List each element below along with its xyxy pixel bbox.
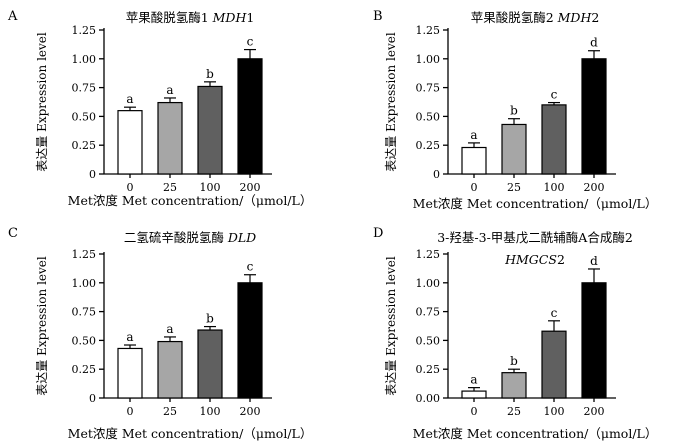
bar [237,58,263,175]
x-tick-label: 0 [471,405,478,418]
chart-title: 苹果酸脱氢酶1 MDH1 [126,10,255,25]
x-tick-label: 200 [240,181,261,194]
bar [541,104,567,175]
bar [117,110,143,175]
significance-letter: c [551,306,558,320]
x-tick-label: 0 [127,405,134,418]
bar [237,282,263,399]
x-axis-label: Met浓度 Met concentration/（μmol/L） [413,196,658,211]
significance-letter: c [551,88,558,102]
significance-letter: a [470,373,477,387]
y-axis-label: 表达量 Expression level [35,32,49,172]
bar [197,329,223,399]
y-axis-label: 表达量 Expression level [35,256,49,396]
significance-letter: b [510,104,518,118]
bar [157,101,183,175]
x-tick-label: 25 [507,405,521,418]
y-tick-label: 0.25 [416,139,441,152]
y-tick-label: 1.00 [416,277,441,290]
x-tick-label: 100 [200,181,221,194]
bar [581,282,607,399]
bar [541,330,567,399]
y-tick-label: 0.00 [416,392,441,405]
y-tick-label: 0.75 [416,82,441,95]
bar [501,372,527,399]
significance-letter: b [206,67,214,81]
y-tick-label: 0.75 [72,306,97,319]
y-tick-label: 1.00 [72,53,97,66]
bar [581,58,607,175]
significance-letter: a [126,330,133,344]
y-tick-label: 1.25 [416,248,441,261]
x-axis-label: Met浓度 Met concentration/（μmol/L） [413,426,658,441]
chart-title-gene: HMGCS2 [504,252,565,267]
y-tick-label: 0.25 [416,363,441,376]
significance-letter: a [166,322,173,336]
y-tick-label: 0.50 [416,110,441,123]
x-tick-label: 0 [127,181,134,194]
x-tick-label: 100 [200,405,221,418]
x-tick-label: 100 [544,405,565,418]
y-tick-label: 0.50 [72,334,97,347]
y-tick-label: 0 [433,168,440,181]
bar [461,146,487,175]
chart-title: 苹果酸脱氢酶2 MDH2 [471,10,600,25]
y-axis-label: 表达量 Expression level [384,32,398,172]
chart-panel-b: B 苹果酸脱氢酶2 MDH2 0 0.25 0.50 0.75 1.00 1.25 a 0 b 25 c… [373,9,657,211]
chart-title: 3-羟基-3-甲基戊二酰辅酶A合成酶2 [437,230,633,245]
y-tick-label: 0 [89,168,96,181]
x-tick-label: 0 [471,181,478,194]
chart-panel-a: A 苹果酸脱氢酶1 MDH1 0 0.25 0.50 0.75 1.00 1.25 a 0 a 25 b… [7,9,312,208]
chart-panel-c: C 二氢硫辛酸脱氢酶 DLD 0 0.25 0.50 0.75 1.00 1.25 a 0 a 25 b… [8,226,312,441]
x-tick-label: 200 [584,405,605,418]
x-tick-label: 25 [507,181,521,194]
bar [461,390,487,399]
significance-letter: c [247,260,254,274]
significance-letter: c [247,35,254,49]
bar [501,123,527,175]
significance-letter: d [590,36,598,50]
y-tick-label: 0.50 [416,334,441,347]
significance-letter: a [166,83,173,97]
x-tick-label: 200 [240,405,261,418]
y-tick-label: 1.00 [72,277,97,290]
y-tick-label: 0.25 [72,363,97,376]
bar [117,347,143,399]
significance-letter: b [206,312,214,326]
y-tick-label: 0.75 [72,82,97,95]
y-tick-label: 1.25 [72,248,97,261]
significance-letter: b [510,354,518,368]
significance-letter: a [126,92,133,106]
y-tick-label: 0.50 [72,110,97,123]
significance-letter: a [470,128,477,142]
x-axis-label: Met浓度 Met concentration/（μmol/L） [68,426,313,441]
x-tick-label: 200 [584,181,605,194]
y-tick-label: 1.25 [72,24,97,37]
panel-letter: C [8,226,18,241]
panel-letter: B [373,9,383,24]
bar [157,340,183,399]
y-tick-label: 0.25 [72,139,97,152]
x-axis-label: Met浓度 Met concentration/（μmol/L） [68,193,313,208]
significance-letter: d [590,254,598,268]
panel-letter: D [373,226,383,241]
x-tick-label: 25 [163,405,177,418]
y-tick-label: 1.25 [416,24,441,37]
chart-title: 二氢硫辛酸脱氢酶 DLD [124,230,256,245]
panel-letter: A [7,9,18,24]
y-axis-label: 表达量 Expression level [384,256,398,396]
x-tick-label: 25 [163,181,177,194]
y-tick-label: 0.75 [416,306,441,319]
y-tick-label: 0 [89,392,96,405]
y-tick-label: 1.00 [416,53,441,66]
chart-panel-d: D 3-羟基-3-甲基戊二酰辅酶A合成酶2 HMGCS2 0.00 0.25 0.50 0.… [373,226,657,441]
bar [197,85,223,175]
x-tick-label: 100 [544,181,565,194]
